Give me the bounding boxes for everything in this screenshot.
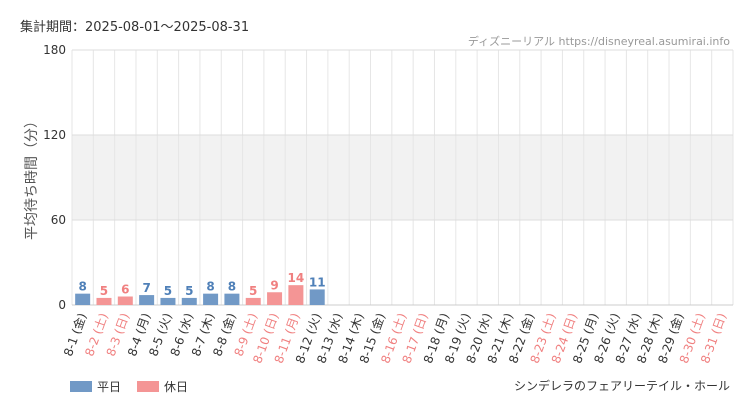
- bar: [139, 295, 155, 305]
- legend-item-holiday: 休日: [137, 378, 188, 395]
- bar-value-label: 7: [142, 281, 150, 295]
- bar: [288, 285, 304, 305]
- bar: [181, 297, 197, 305]
- bar: [75, 293, 91, 305]
- bar-value-label: 5: [185, 284, 193, 298]
- bar-value-label: 5: [100, 284, 108, 298]
- bar-value-label: 11: [309, 275, 326, 289]
- y-tick-label: 0: [58, 298, 66, 312]
- bar-value-label: 6: [121, 283, 129, 297]
- legend-swatch-holiday: [137, 381, 160, 392]
- grid-band: [72, 50, 733, 135]
- bar: [96, 297, 112, 305]
- legend-swatch-weekday: [70, 381, 92, 392]
- bar-value-label: 8: [78, 280, 86, 294]
- grid-band: [72, 135, 733, 220]
- bar: [267, 292, 283, 305]
- attraction-name: シンデレラのフェアリーテイル・ホール: [513, 379, 730, 393]
- source-credit: ディズニーリアル https://disneyreal.asumirai.inf…: [467, 35, 730, 48]
- bar-value-label: 9: [270, 278, 278, 292]
- bar: [245, 297, 261, 305]
- legend: 平日 休日: [70, 378, 204, 395]
- bar-value-label: 8: [206, 280, 214, 294]
- bar: [309, 289, 325, 305]
- bar-value-label: 5: [164, 284, 172, 298]
- y-tick-label: 120: [43, 128, 66, 142]
- bar-value-label: 5: [249, 284, 257, 298]
- y-axis-label: 平均待ち時間（分）: [24, 114, 40, 240]
- y-tick-label: 60: [51, 213, 66, 227]
- legend-item-weekday: 平日: [70, 378, 121, 395]
- grid-band: [72, 220, 733, 305]
- bar-value-label: 8: [228, 280, 236, 294]
- bar: [117, 296, 133, 305]
- period-label: 集計期間：2025-08-01～2025-08-31: [20, 20, 250, 35]
- legend-label-holiday: 休日: [164, 380, 189, 394]
- bar: [224, 293, 240, 305]
- bar: [160, 297, 176, 305]
- y-tick-label: 180: [43, 43, 66, 57]
- bar-value-label: 14: [288, 271, 305, 285]
- legend-label-weekday: 平日: [97, 380, 122, 394]
- bar: [203, 293, 219, 305]
